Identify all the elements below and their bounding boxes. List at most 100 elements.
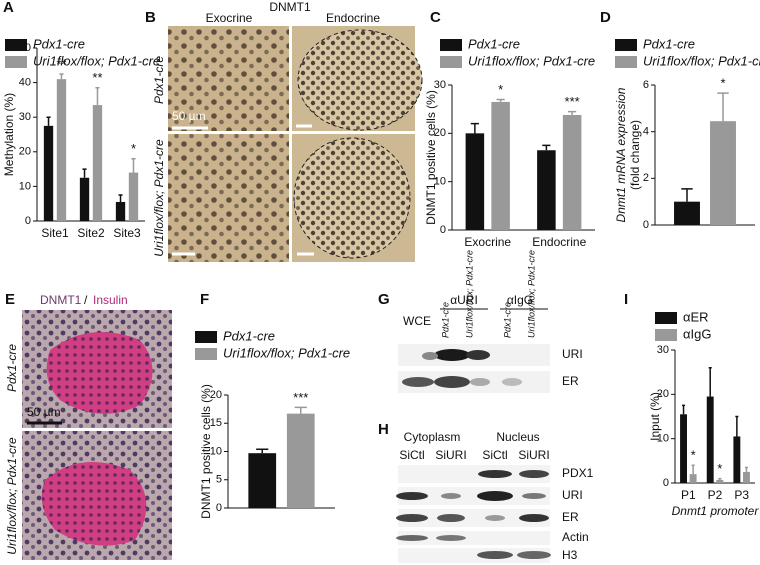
scale-bar-label: 50 µm [172,109,206,123]
bar [716,479,724,483]
row-label: Uri1flox/flox; Pdx1-cre [5,437,19,555]
error-bar [131,157,136,173]
band [437,514,465,522]
blot-strip [398,548,550,563]
y-axis-label: Input (%) [648,392,662,441]
error-bar [46,116,51,126]
x-tick-label: Site2 [77,226,105,240]
legend-swatch [655,312,677,324]
micrograph [168,134,289,262]
legend-swatch [615,56,637,68]
band [485,515,505,521]
y-axis-label: Methylation (%) [2,93,16,176]
legend-label: Pdx1-cre [33,36,85,51]
band [434,349,470,361]
row-label: Uri1flox/flox; Pdx1-cre [152,139,166,257]
panel-label: G [378,291,390,308]
y-tick-label: 6 [643,79,649,91]
significance-label: * [691,448,696,463]
bar [286,413,315,508]
bar [706,396,714,483]
stain-separator: / [84,293,88,307]
y-tick-label: 0 [643,219,649,231]
column-label: Exocrine [206,11,253,25]
blot-row-label: Actin [562,530,589,544]
bar [743,471,750,483]
band [477,551,513,559]
bar [491,101,510,231]
bar [733,436,741,483]
y-tick-label: 10 [19,180,31,192]
panel-label: H [378,421,389,438]
x-tick-label: Exocrine [464,235,511,249]
panel-h: H Cytoplasm Nucleus SiCtl SiURI SiCtl Si… [378,421,594,563]
y-tick-label: 4 [643,126,649,138]
y-tick-label: 10 [657,433,669,445]
lane-label: SiURI [518,448,549,462]
y-tick-label: 0 [663,477,669,489]
stain-title: DNMT1 [269,0,311,14]
y-axis-label: DNMT1 positive cells (%) [199,384,213,519]
y-tick-label: 0 [25,215,31,227]
x-tick-label: P3 [734,488,749,502]
legend-label: Pdx1-cre [468,36,520,51]
error-bar [681,188,693,202]
band [434,376,470,388]
panel-label: F [200,291,209,308]
band [396,514,428,522]
band [522,493,546,499]
row-label: Pdx1-cre [152,56,166,104]
insulin-region [41,462,147,546]
panel-label: C [430,9,441,26]
band [477,491,513,501]
blot-row-label: ER [562,510,579,524]
bar [92,105,103,221]
significance-label: *** [565,94,580,109]
legend-label: Uri1flox/flox; Pdx1-cre [33,53,160,68]
band [441,493,461,499]
blot-row-label: ER [562,374,579,388]
y-tick-label: 15 [210,417,222,429]
panel-label: E [5,291,15,308]
bar [128,172,139,221]
x-tick-label: P1 [681,488,696,502]
error-bar [59,73,64,80]
bar [710,121,736,225]
y-tick-label: 40 [19,77,31,89]
bar [115,201,126,221]
bar [43,125,54,221]
error-bar [691,464,695,475]
antibody-label: αIgG [507,293,533,307]
blot-strip [398,509,550,527]
blot-strip [398,465,550,483]
legend-swatch [440,56,462,68]
panel-b: B DNMT1 Exocrine Endocrine 50 µm Pdx1-cr… [145,0,423,262]
scale-bar-label: 50 µm [27,405,61,419]
panel-g: G αURI αIgG WCE Pdx1-cre Uri1flox/flox; … [378,250,583,393]
y-tick-label: 0 [440,224,446,236]
error-bar [718,477,722,480]
legend-label: Uri1flox/flox; Pdx1-cre [643,53,760,68]
bar [248,453,277,508]
lane-label: SiCtl [482,448,507,462]
y-tick-label: 0 [216,502,222,514]
x-tick-label: P2 [708,488,723,502]
islet-outline [297,29,423,131]
x-tick-label: Site1 [41,226,69,240]
islet-outline [293,137,411,259]
legend-swatch [5,56,27,68]
significance-label: *** [293,390,308,405]
band [396,492,428,500]
y-tick-label: 2 [643,172,649,184]
error-bar [542,144,551,151]
band [422,352,438,360]
fraction-label: Cytoplasm [404,430,461,444]
micrograph [168,26,289,131]
lane-label: SiCtl [399,448,424,462]
y-tick-label: 10 [434,176,446,188]
legend-swatch [195,348,217,360]
fraction-label: Nucleus [496,430,539,444]
bar [680,414,687,483]
error-bar [82,168,87,178]
antibody-label: αURI [450,293,478,307]
